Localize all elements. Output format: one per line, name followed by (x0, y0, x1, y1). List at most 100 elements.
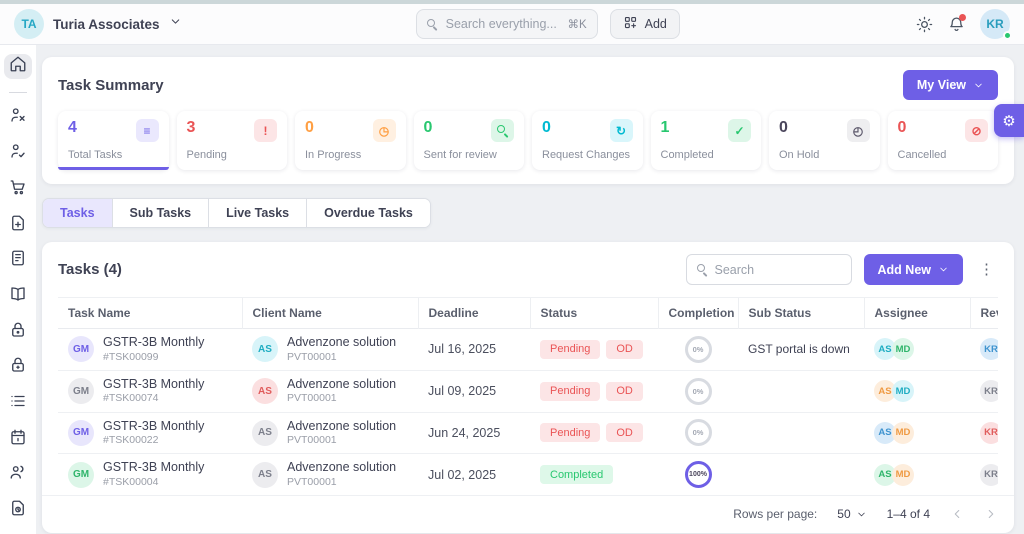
client-name[interactable]: Advenzone solution (287, 335, 397, 349)
summary-card-completed[interactable]: 1 ✓ Completed (650, 111, 761, 170)
global-search-input[interactable] (445, 17, 560, 31)
col-reviewer[interactable]: Reviewer (969, 298, 998, 329)
more-options-button[interactable]: ⋮ (979, 261, 994, 278)
sidebar-item-list[interactable] (4, 391, 32, 416)
lock-icon (9, 321, 27, 344)
table-search-input[interactable] (714, 262, 841, 277)
rows-per-page-select[interactable]: 50 (837, 507, 866, 521)
client-avatar: AS (252, 461, 278, 488)
add-button[interactable]: Add (609, 9, 680, 39)
reviewer-avatar[interactable]: KR (980, 463, 998, 486)
col-sub-status[interactable]: Sub Status (737, 298, 864, 329)
table-row[interactable]: GM GSTR-3B Monthly #TSK00004 AS Advenzone s… (58, 453, 998, 495)
topbar: TA Turia Associates ⌘K Add KR (0, 4, 1024, 45)
notifications-button[interactable] (948, 13, 966, 33)
assignee-avatar[interactable]: MD (892, 421, 914, 444)
col-completion[interactable]: Completion (657, 298, 738, 329)
theme-toggle-button[interactable] (916, 16, 933, 33)
card-value: 0 (897, 119, 907, 136)
sidebar-item-file-invoice[interactable] (4, 248, 32, 273)
table-row[interactable]: GM GSTR-3B Monthly #TSK00022 AS Advenzone s… (58, 412, 998, 454)
tasks-table: Task Name Client Name Deadline Status Co… (58, 297, 998, 495)
reviewer-avatar[interactable]: KR (980, 338, 998, 361)
my-view-label: My View (916, 78, 966, 92)
task-name[interactable]: GSTR-3B Monthly (103, 335, 205, 349)
summary-card-pending[interactable]: 3! Pending (176, 111, 287, 170)
assignee-avatar[interactable]: AS (874, 421, 896, 444)
assignee-avatar[interactable]: MD (892, 463, 914, 486)
sidebar-item-calendar[interactable] (4, 427, 32, 452)
sidebar-item-person-x[interactable] (4, 106, 32, 131)
user-menu[interactable]: KR (979, 9, 1012, 40)
task-tabs: Tasks Sub Tasks Live Tasks Overdue Tasks (42, 198, 431, 228)
pagination-range: 1–4 of 4 (886, 507, 930, 521)
task-name[interactable]: GSTR-3B Monthly (103, 460, 205, 475)
sidebar-item-file-plus[interactable] (4, 213, 32, 238)
task-name[interactable]: GSTR-3B Monthly (103, 418, 205, 433)
my-view-button[interactable]: My View (902, 70, 998, 100)
summary-card-cancelled[interactable]: 0 ⊘ Cancelled (887, 111, 998, 170)
summary-card-in-progress[interactable]: 0 ◷ In Progress (295, 111, 406, 170)
assignee-avatar[interactable]: MD (892, 338, 914, 361)
sidebar-item-person-check[interactable] (4, 141, 32, 166)
sidebar-item-lock[interactable] (4, 320, 32, 345)
tab-tasks[interactable]: Tasks (43, 199, 112, 227)
table-search[interactable] (685, 254, 852, 285)
home-icon (9, 55, 27, 78)
assignee-avatar[interactable]: AS (874, 380, 896, 403)
reviewer-avatar[interactable]: KR (980, 421, 998, 444)
deadline: Jul 09, 2025 (428, 384, 497, 399)
sidebar-item-book[interactable] (4, 284, 32, 309)
sidebar-item-file-clock[interactable] (4, 498, 32, 523)
next-page-button[interactable] (984, 507, 998, 521)
summary-card-sent-for-review[interactable]: 0 Sent for review (413, 111, 524, 170)
col-status[interactable]: Status (529, 298, 658, 329)
client-name[interactable]: Advenzone solution (287, 460, 397, 475)
summary-card-request-changes[interactable]: 0 ↻ Request Changes (532, 111, 643, 170)
table-row[interactable]: GM GSTR-3B Monthly #TSK00099 AS Advenzone s… (58, 328, 998, 371)
sidebar-item-lock-alt[interactable] (4, 356, 32, 381)
task-avatar: GM (68, 419, 94, 446)
summary-card-on-hold[interactable]: 0 ◴ On Hold (769, 111, 880, 170)
reviewer-avatar[interactable]: KR (980, 380, 998, 403)
status-pill: Pending (540, 381, 601, 401)
task-name[interactable]: GSTR-3B Monthly (103, 376, 205, 391)
card-value: 0 (542, 119, 551, 136)
assignee-avatar[interactable]: AS (874, 338, 896, 361)
add-new-button[interactable]: Add New (863, 254, 963, 285)
client-id: PVT00001 (287, 350, 337, 363)
col-task-name[interactable]: Task Name (68, 306, 131, 320)
card-label: Cancelled (897, 149, 947, 161)
sidebar (0, 45, 36, 534)
bell-icon (950, 16, 963, 31)
summary-card-total-tasks[interactable]: 4 ≡ Total Tasks (58, 111, 169, 170)
col-assignee[interactable]: Assignee (863, 298, 970, 329)
client-name[interactable]: Advenzone solution (287, 376, 397, 391)
status-pill: Pending (540, 423, 601, 443)
assignee-avatar[interactable]: MD (892, 380, 914, 403)
org-switcher[interactable]: TA Turia Associates (14, 9, 182, 39)
task-summary-title: Task Summary (58, 76, 164, 94)
card-label: On Hold (779, 149, 820, 161)
sidebar-item-cart[interactable] (4, 177, 32, 202)
col-client-name[interactable]: Client Name (241, 298, 418, 329)
calendar-icon (9, 428, 27, 451)
tab-sub-tasks[interactable]: Sub Tasks (111, 199, 209, 227)
sidebar-item-home[interactable] (4, 54, 32, 79)
status-pill: Pending (540, 339, 601, 359)
customizer-settings-button[interactable]: ⚙ (994, 104, 1024, 137)
tab-live-tasks[interactable]: Live Tasks (208, 199, 307, 227)
global-search[interactable]: ⌘K (415, 9, 598, 39)
client-avatar: AS (252, 378, 278, 405)
org-name: Turia Associates (53, 16, 160, 32)
status-pill: Completed (540, 465, 614, 485)
table-row[interactable]: GM GSTR-3B Monthly #TSK00074 AS Advenzone s… (58, 370, 998, 412)
assignee-avatar[interactable]: AS (874, 463, 896, 486)
task-id: #TSK00004 (103, 475, 159, 488)
tab-overdue-tasks[interactable]: Overdue Tasks (306, 199, 430, 227)
rows-per-page-value: 50 (837, 507, 851, 521)
previous-page-button[interactable] (950, 507, 964, 521)
client-name[interactable]: Advenzone solution (287, 418, 397, 433)
sidebar-item-users[interactable] (4, 463, 32, 488)
col-deadline[interactable]: Deadline (417, 298, 530, 329)
